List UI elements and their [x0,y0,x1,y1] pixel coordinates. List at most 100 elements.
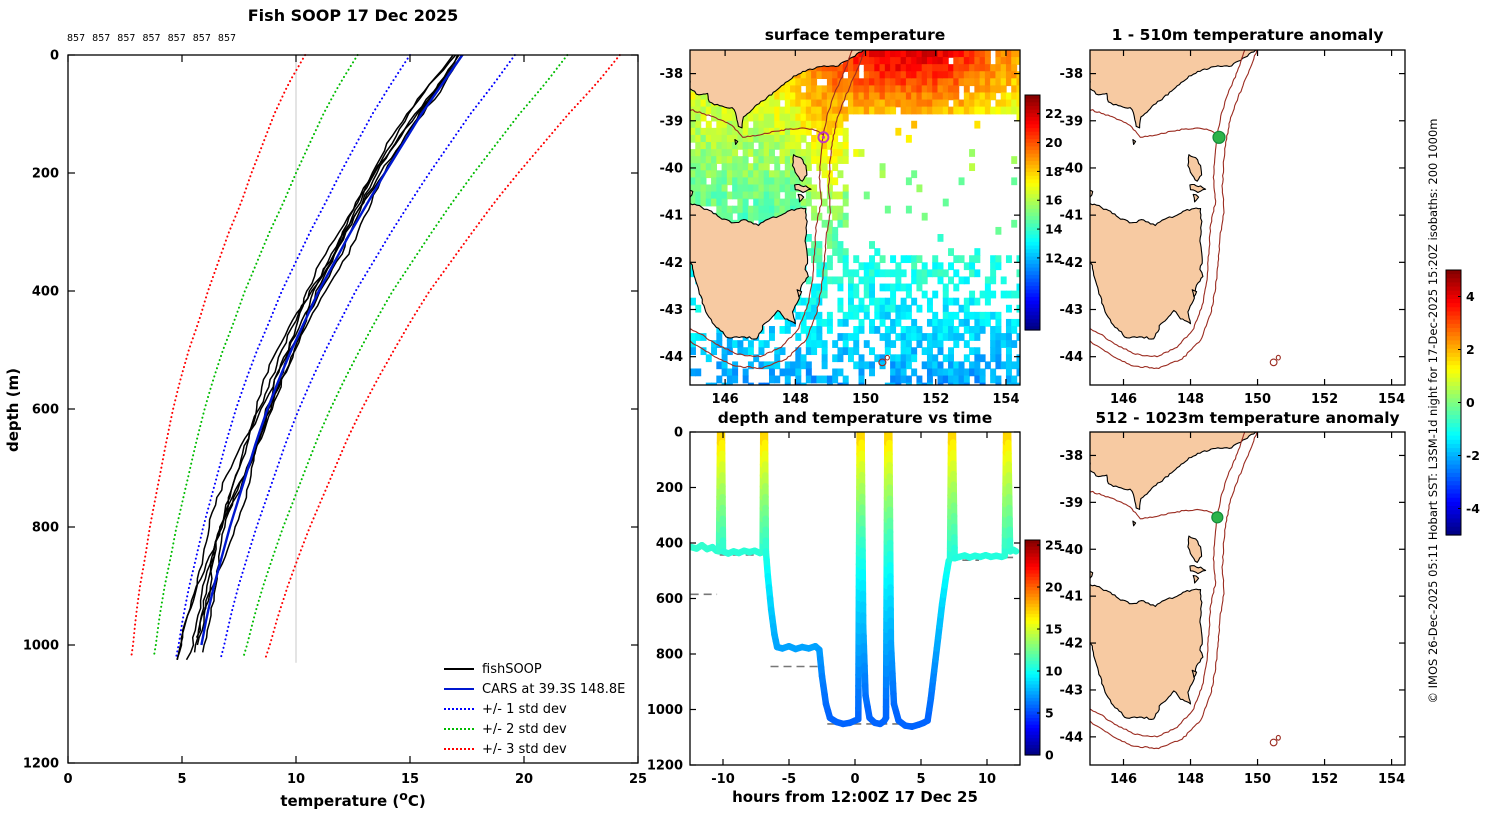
svg-text:15: 15 [1045,622,1062,637]
landmasses [1090,50,1257,340]
svg-text:-44: -44 [1060,730,1084,745]
landmasses [690,50,865,340]
sst-content [690,50,1020,385]
svg-text:12: 12 [1045,250,1062,265]
left-chart-ylabel: depth (m) [4,367,22,453]
isobath-contours [1090,50,1281,370]
sst-colorbar: 22 20 18 16 14 12 [1024,94,1063,331]
depth-time-chart: -10 -5 0 5 10 0 200 400 600 800 1000 1200 25 20 15 10 5 0 [647,426,1063,788]
depth-time-title: depth and temperature vs time [717,409,993,427]
anomaly-map-lower-content [1090,432,1405,765]
anomaly-upper-title: 1 - 510m temperature anomaly [1111,26,1384,44]
anomaly-map-lower: 146 148 150 152 154 -38 -39 -40 -41 -42 -43 -44 [1060,431,1406,787]
svg-text:-38: -38 [1060,67,1084,82]
svg-text:154: 154 [1378,392,1405,407]
svg-text:5: 5 [1045,706,1054,721]
svg-text:-39: -39 [1060,496,1084,511]
svg-text:146: 146 [1110,772,1137,787]
svg-text:800: 800 [656,648,683,663]
svg-text:16: 16 [1045,193,1063,208]
svg-text:20: 20 [1045,135,1063,150]
svg-text:-40: -40 [1060,161,1084,176]
svg-text:-38: -38 [1060,449,1084,464]
svg-text:10: 10 [287,772,305,787]
depth-time-xlabel: hours from 12:00Z 17 Dec 25 [732,788,978,806]
legend-item-fishsoop: fishSOOP [444,659,625,679]
svg-text:-10: -10 [711,772,735,787]
left-chart-title: Fish SOOP 17 Dec 2025 [247,6,459,25]
svg-text:0: 0 [1045,748,1054,763]
fish-track [690,432,1020,730]
svg-text:148: 148 [1177,772,1204,787]
anomaly-lower-title: 512 - 1023m temperature anomaly [1095,409,1400,427]
sst-map: 146 148 150 152 154 -38 -39 -40 -41 -42 -43 -44 22 20… [660,49,1063,407]
svg-text:146: 146 [712,392,739,407]
sst-position-marker [817,131,830,144]
svg-text:150: 150 [852,392,879,407]
svg-text:150: 150 [1244,392,1271,407]
svg-text:-43: -43 [660,303,684,318]
svg-text:200: 200 [656,481,683,496]
svg-text:200: 200 [32,167,59,182]
svg-text:400: 400 [656,537,683,552]
svg-text:152: 152 [922,392,949,407]
svg-text:-4: -4 [1466,501,1480,516]
svg-text:1200: 1200 [647,759,683,774]
depth-time-colorbar: 25 20 15 10 5 0 [1024,538,1063,763]
svg-text:20: 20 [515,772,533,787]
svg-text:0: 0 [850,772,859,787]
svg-text:0: 0 [1466,395,1475,410]
svg-text:1200: 1200 [23,757,59,772]
svg-text:-41: -41 [660,209,684,224]
depth-time-content [690,432,1020,730]
copyright-text: © IMOS 26-Dec-2025 05:11 Hobart SST: L3S… [1426,118,1440,704]
svg-text:-42: -42 [1060,637,1084,652]
deployment-marker [1212,130,1226,144]
svg-text:-39: -39 [660,114,684,129]
svg-text:25: 25 [1045,538,1062,553]
cars-line-sample [444,688,474,690]
svg-text:-42: -42 [660,256,684,271]
deployment-marker [1211,511,1224,524]
svg-text:5: 5 [177,772,186,787]
std1-line-sample [444,708,474,710]
svg-text:25: 25 [629,772,647,787]
svg-text:-5: -5 [782,772,796,787]
left-chart-xlabel: temperature (oC) [280,788,426,810]
anomaly-colorbar: 4 2 0 -2 -4 [1445,269,1480,536]
std3-line-sample [444,748,474,750]
svg-text:-40: -40 [1060,543,1084,558]
svg-text:-44: -44 [660,350,684,365]
svg-text:148: 148 [782,392,809,407]
anomaly-map-upper-content [1090,50,1405,385]
svg-text:1000: 1000 [647,703,683,718]
svg-text:15: 15 [401,772,419,787]
svg-text:0: 0 [63,772,72,787]
svg-text:0: 0 [50,49,59,64]
svg-text:152: 152 [1311,392,1338,407]
svg-text:20: 20 [1045,580,1063,595]
svg-text:-43: -43 [1060,683,1084,698]
left-profile-chart: 0 5 10 15 20 25 0 200 400 600 800 1000 1200 [23,49,647,788]
svg-text:-41: -41 [1060,209,1084,224]
legend-item-std1: +/- 1 std dev [444,699,625,719]
svg-text:5: 5 [916,772,925,787]
svg-text:2: 2 [1466,342,1475,357]
legend-item-std3: +/- 3 std dev [444,739,625,759]
profile-id-labels: 857 857 857 857 857 857 857 [67,33,237,44]
svg-text:10: 10 [1045,664,1063,679]
svg-text:600: 600 [32,403,59,418]
isobath-contours [690,50,890,370]
fishsoop-line-sample [444,668,474,670]
svg-text:18: 18 [1045,164,1062,179]
svg-text:-40: -40 [660,161,684,176]
svg-text:152: 152 [1311,772,1338,787]
svg-text:800: 800 [32,521,59,536]
svg-text:-42: -42 [1060,256,1084,271]
anomaly-map-upper: 146 148 150 152 154 -38 -39 -40 -41 -42 -43 -44 [1060,49,1406,407]
svg-text:154: 154 [992,392,1019,407]
svg-text:-41: -41 [1060,590,1084,605]
landmasses [1090,432,1257,720]
